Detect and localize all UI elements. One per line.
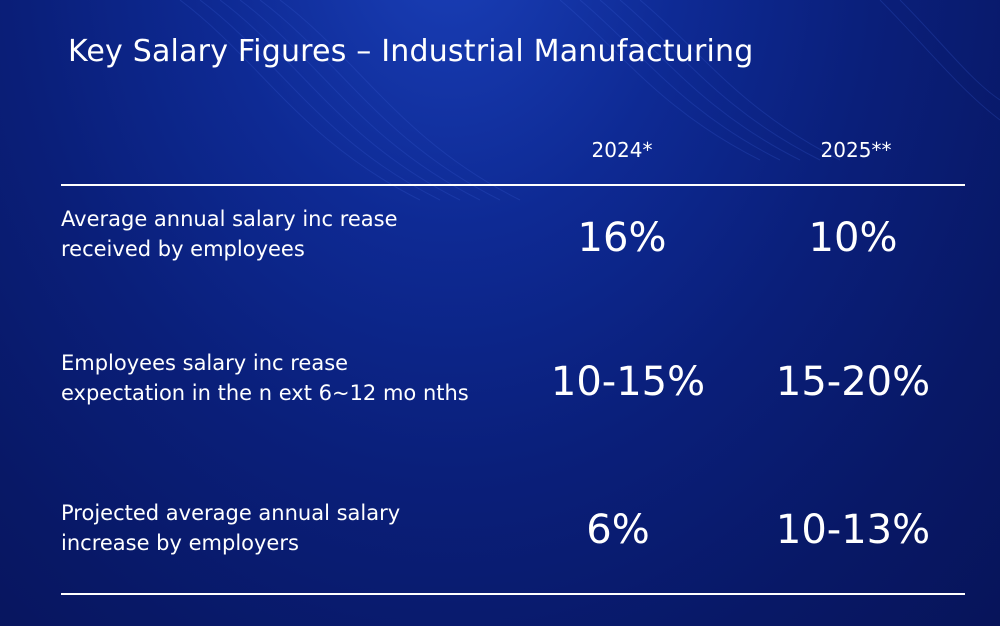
column-header-2024: 2024* bbox=[591, 138, 653, 162]
value-2025: 10-13% bbox=[775, 507, 931, 553]
value-2025: 10% bbox=[808, 215, 898, 261]
row-label-line: Projected average annual salary bbox=[61, 501, 401, 525]
value-2024: 6% bbox=[586, 507, 650, 553]
bottom-divider bbox=[61, 593, 965, 595]
column-header-2025: 2025** bbox=[820, 138, 892, 162]
page-title: Key Salary Figures – Industrial Manufact… bbox=[68, 34, 754, 69]
row-label-line: Employees salary inc rease bbox=[61, 351, 349, 375]
row-label-line: Average annual salary inc rease bbox=[61, 207, 398, 231]
value-2025: 15-20% bbox=[775, 359, 931, 405]
row-label-salary-increase-received: Average annual salary inc rease received… bbox=[61, 204, 501, 264]
row-label-line: increase by employers bbox=[61, 531, 299, 555]
row-label-salary-increase-expectation: Employees salary inc rease expectation i… bbox=[61, 348, 501, 408]
row-label-line: received by employees bbox=[61, 237, 305, 261]
value-2024: 10-15% bbox=[550, 359, 706, 405]
row-label-line: expectation in the n ext 6~12 mo nths bbox=[61, 381, 469, 405]
header-divider bbox=[61, 184, 965, 186]
row-label-projected-salary-increase: Projected average annual salary increase… bbox=[61, 498, 501, 558]
value-2024: 16% bbox=[577, 215, 667, 261]
